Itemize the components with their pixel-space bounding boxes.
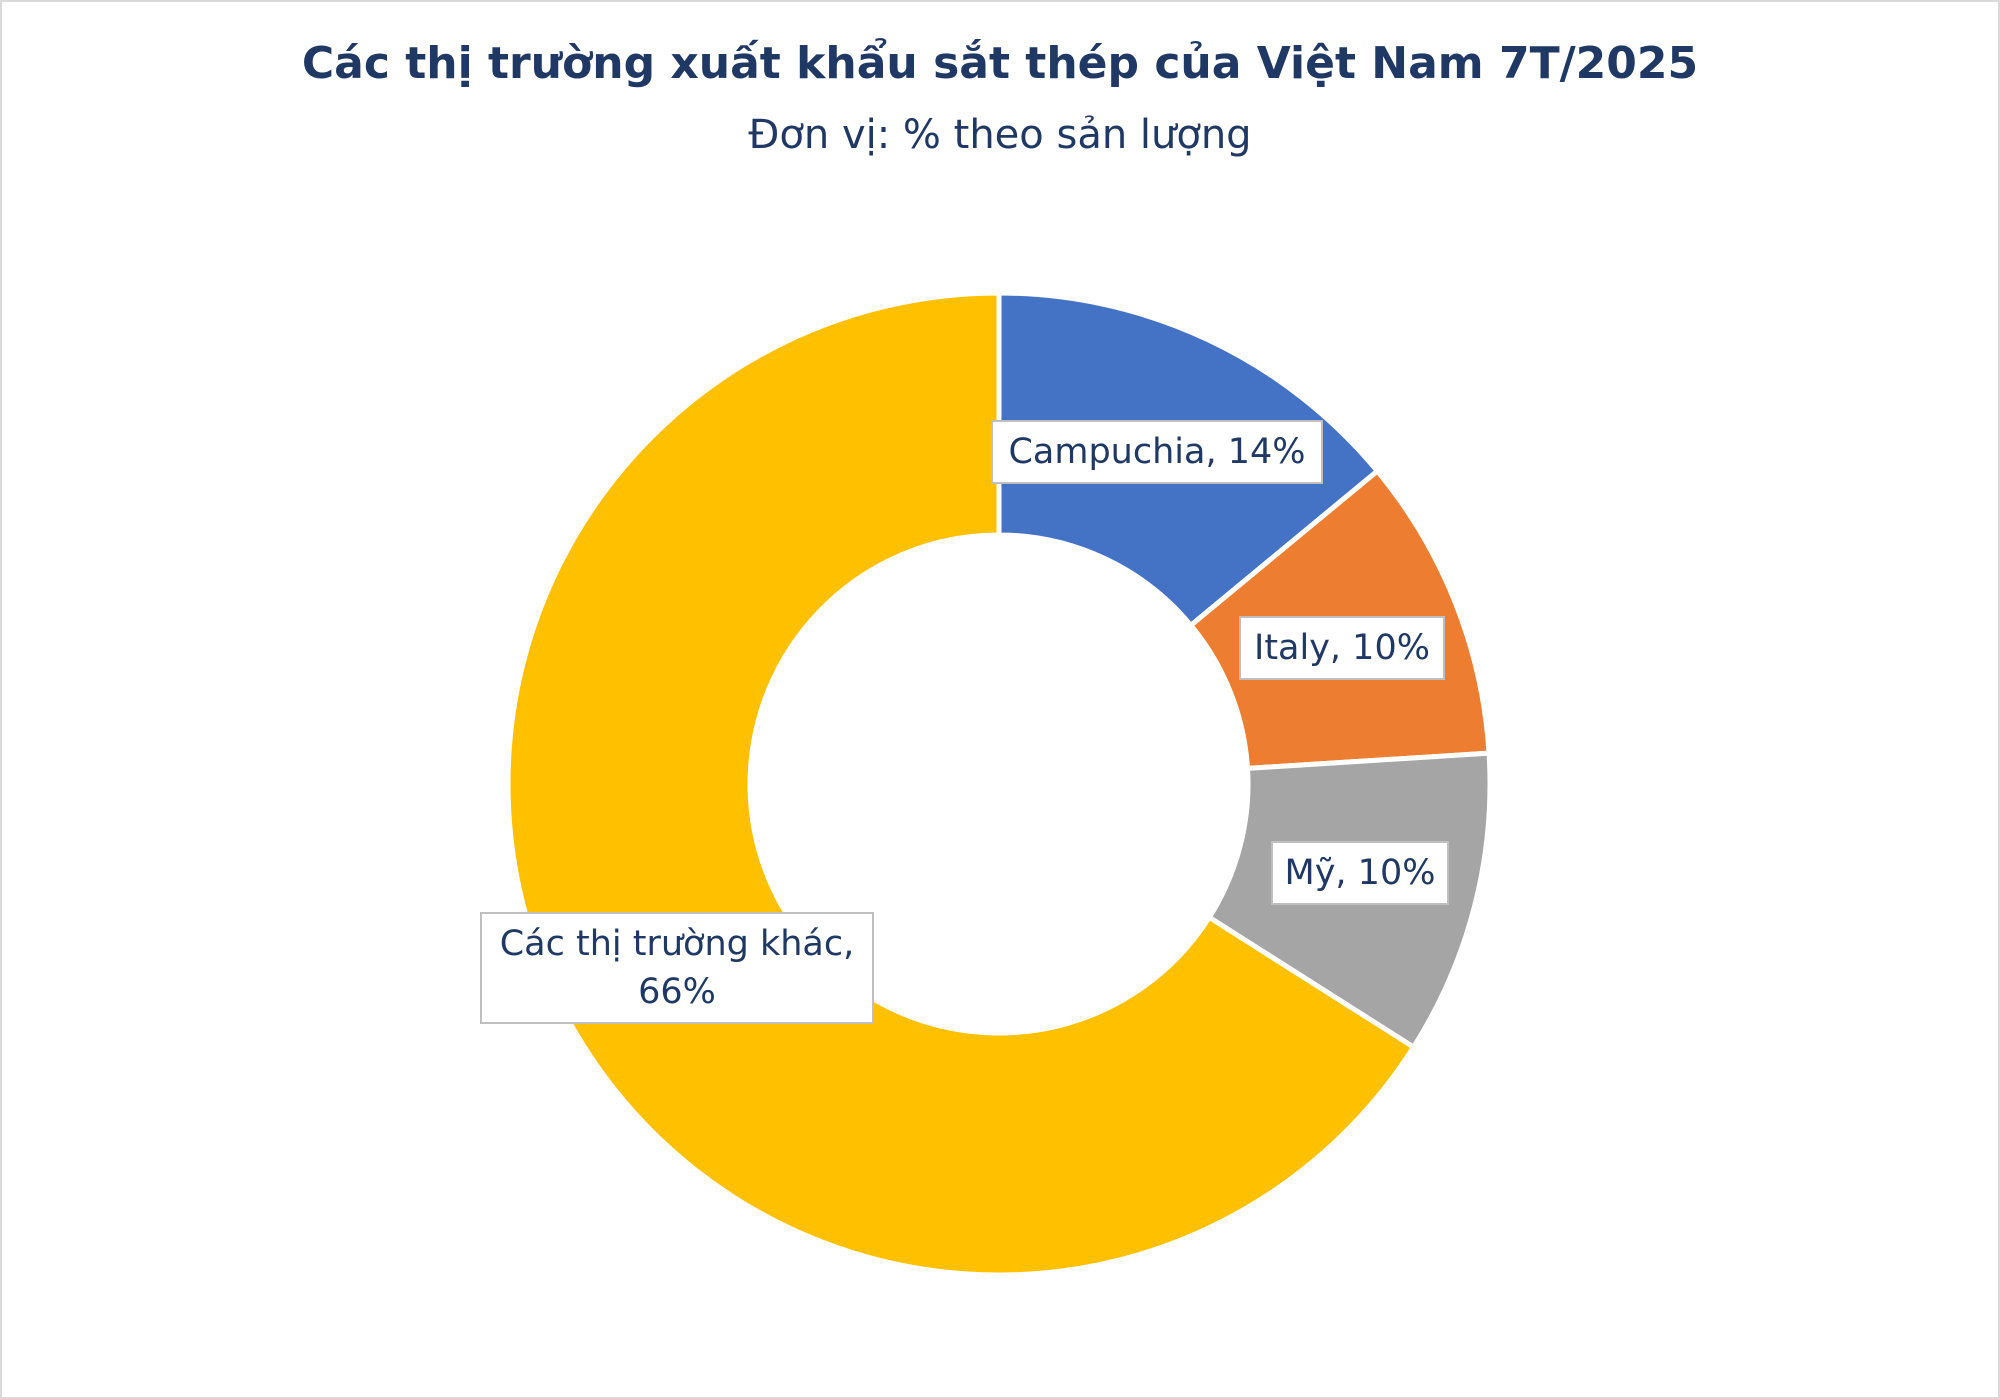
data-label: Italy, 10% [1239, 616, 1445, 680]
data-label: Campuchia, 14% [991, 420, 1323, 484]
chart-title: Các thị trường xuất khẩu sắt thép của Vi… [301, 38, 1699, 89]
data-label: Các thị trường khác, 66% [480, 912, 874, 1024]
data-label: Mỹ, 10% [1271, 841, 1449, 905]
chart-subtitle: Đơn vị: % theo sản lượng [748, 112, 1252, 158]
